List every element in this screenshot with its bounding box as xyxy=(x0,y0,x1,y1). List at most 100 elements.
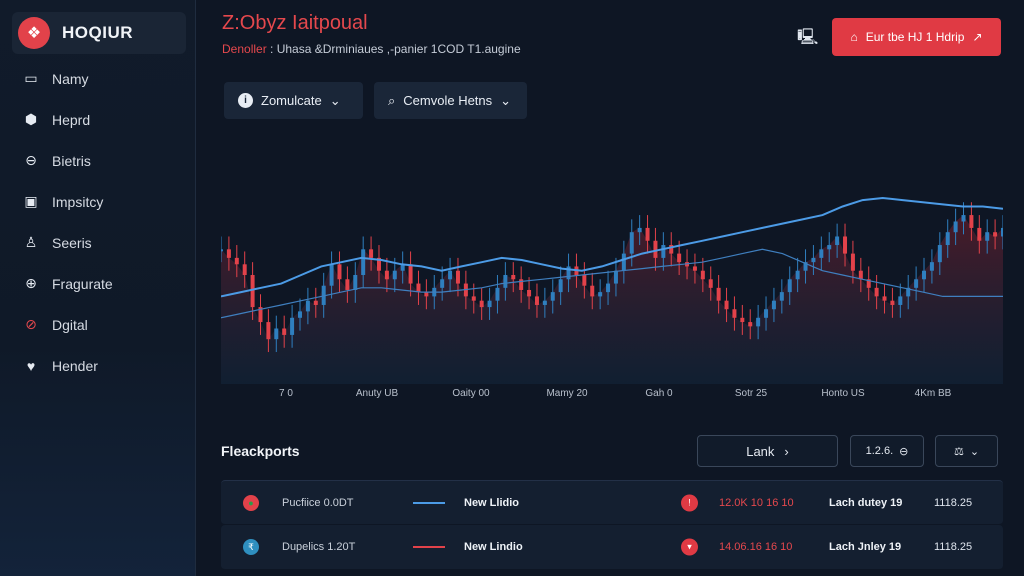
candle-body xyxy=(677,253,682,263)
candle-body xyxy=(582,275,587,286)
candle-body xyxy=(700,270,705,280)
sidebar-item-bietris[interactable]: ⊖ Bietris xyxy=(0,140,196,181)
candle-body xyxy=(1001,227,1003,237)
subtitle-text: Uhasa &Drminiaues ,-panier 1COD T1.augin… xyxy=(276,42,521,56)
candle-body xyxy=(534,296,539,305)
candle-body xyxy=(866,279,871,288)
candle-body xyxy=(811,257,816,263)
sidebar-nav: ▭ Namy ⬢ Heprd ⊖ Bietris ▣ Impsitcy ♙ Se… xyxy=(0,58,196,386)
chevron-down-icon: ⌄ xyxy=(329,92,341,108)
display-icon[interactable]: 🖳 xyxy=(797,29,819,46)
candle-body xyxy=(345,279,350,290)
candle-body xyxy=(613,270,618,284)
link-label: Lank xyxy=(746,443,775,459)
cta-label: Eur tbe HJ 1 Hdrip xyxy=(865,30,965,44)
candle-body xyxy=(969,215,974,228)
row-name: Dupelics 1.20T xyxy=(282,541,356,553)
monitor-icon: ▣ xyxy=(24,193,38,209)
series-swatch xyxy=(413,501,445,504)
chevron-right-icon: › xyxy=(784,443,789,459)
row-name: Pucfiice 0.0DT xyxy=(282,496,354,509)
candle-body xyxy=(985,232,990,241)
candle-body xyxy=(258,307,263,323)
alert-icon: ▾ xyxy=(681,538,698,556)
sidebar-item-label: Heprd xyxy=(52,111,91,128)
sidebar-item-impsitcy[interactable]: ▣ Impsitcy xyxy=(0,181,196,222)
image-icon: ▭ xyxy=(24,70,38,86)
candle-body xyxy=(858,270,863,280)
chevron-down-icon: ⌄ xyxy=(969,445,980,458)
asset-icon: ₹ xyxy=(243,539,259,555)
sidebar-item-dgital[interactable]: ⊘ Dgital xyxy=(0,304,196,345)
reports-table: ● Pucfiice 0.0DT New Llidio ! 12.0K 10 1… xyxy=(221,480,1003,570)
candle-body xyxy=(953,221,958,233)
sidebar-item-label: Dgital xyxy=(52,316,88,333)
candle-body xyxy=(779,292,784,301)
x-tick-label: Gah 0 xyxy=(645,388,673,399)
candle-body xyxy=(945,232,950,246)
candle-body xyxy=(629,232,634,254)
zoom-label: 1.2.6. xyxy=(865,445,894,457)
candle-body xyxy=(661,245,666,258)
candle-body xyxy=(835,236,840,246)
minus-circle-icon: ⊖ xyxy=(899,445,909,458)
sidebar-item-fragurate[interactable]: ⊕ Fragurate xyxy=(0,263,196,304)
candle-body xyxy=(882,296,887,301)
candle-body xyxy=(977,227,982,241)
price-chart[interactable] xyxy=(221,160,1003,384)
series-swatch xyxy=(413,546,445,548)
section-title: Fleackports xyxy=(221,443,300,459)
filter-dropdown-cemvole[interactable]: ⌕ Cemvole Hetns ⌄ xyxy=(374,82,527,119)
candle-body xyxy=(850,253,855,271)
cta-button[interactable]: ⌂ Eur tbe HJ 1 Hdrip ↗ xyxy=(832,18,1001,56)
sidebar-item-hender[interactable]: ♥ Hender xyxy=(0,345,196,386)
candle-body xyxy=(558,279,563,293)
sidebar-item-heprd[interactable]: ⬢ Heprd xyxy=(0,99,196,140)
candle-body xyxy=(795,270,800,280)
candle-body xyxy=(511,275,516,280)
row-time: 12.0K 10 16 10 xyxy=(719,496,794,509)
candle-body xyxy=(819,249,824,258)
filter-label: Zomulcate xyxy=(261,93,322,108)
candle-body xyxy=(724,300,729,310)
filter-dropdown-zomulcate[interactable]: i Zomulcate ⌄ xyxy=(224,82,363,119)
zoom-control[interactable]: 1.2.6. ⊖ xyxy=(850,435,924,467)
x-tick-label: Honto US xyxy=(821,388,865,399)
candle-body xyxy=(242,264,247,275)
link-dropdown[interactable]: Lank › xyxy=(697,435,838,467)
x-tick-label: Oaity 00 xyxy=(452,388,490,399)
candle-body xyxy=(771,300,776,310)
candle-body xyxy=(424,292,429,297)
sidebar-item-namy[interactable]: ▭ Namy xyxy=(0,58,196,99)
candle-body xyxy=(313,300,318,305)
candle-body xyxy=(376,257,381,271)
row-desc: Lach Jnley 19 xyxy=(829,541,902,553)
sidebar: ❖ HOQIUR ▭ Namy ⬢ Heprd ⊖ Bietris ▣ Imps… xyxy=(0,0,196,576)
candle-body xyxy=(961,215,966,222)
sidebar-item-label: Seeris xyxy=(52,234,92,251)
x-tick-label: Mamy 20 xyxy=(546,388,588,399)
candle-body xyxy=(221,249,223,252)
candle-body xyxy=(384,270,389,280)
shield-icon: ⬢ xyxy=(24,111,38,127)
table-row[interactable]: ₹ Dupelics 1.20T New Lindio ▾ 14.06.16 1… xyxy=(221,525,1003,570)
x-tick-label: Anuty UB xyxy=(355,388,399,399)
candle-body xyxy=(527,289,532,297)
candle-body xyxy=(234,257,239,265)
page-subtitle: Denoller : Uhasa &Drminiaues ,-panier 1C… xyxy=(222,42,521,56)
table-row[interactable]: ● Pucfiice 0.0DT New Llidio ! 12.0K 10 1… xyxy=(221,480,1003,525)
brand-logo-icon: ❖ xyxy=(18,17,50,49)
compare-control[interactable]: ⚖ ⌄ xyxy=(935,435,998,467)
candle-body xyxy=(843,236,848,254)
brand-name: HOQIUR xyxy=(62,23,133,42)
user-icon: ♙ xyxy=(24,234,38,250)
candle-body xyxy=(645,227,650,241)
x-tick-label: Sotr 25 xyxy=(734,388,768,399)
minus-circle-icon: ⊖ xyxy=(25,152,37,168)
asset-icon: ● xyxy=(243,494,259,511)
brand[interactable]: ❖ HOQIUR xyxy=(12,12,186,54)
candle-body xyxy=(906,287,911,297)
sidebar-item-seeris[interactable]: ♙ Seeris xyxy=(0,222,196,263)
candle-body xyxy=(890,300,895,305)
row-value: 1118.25 xyxy=(934,541,973,553)
